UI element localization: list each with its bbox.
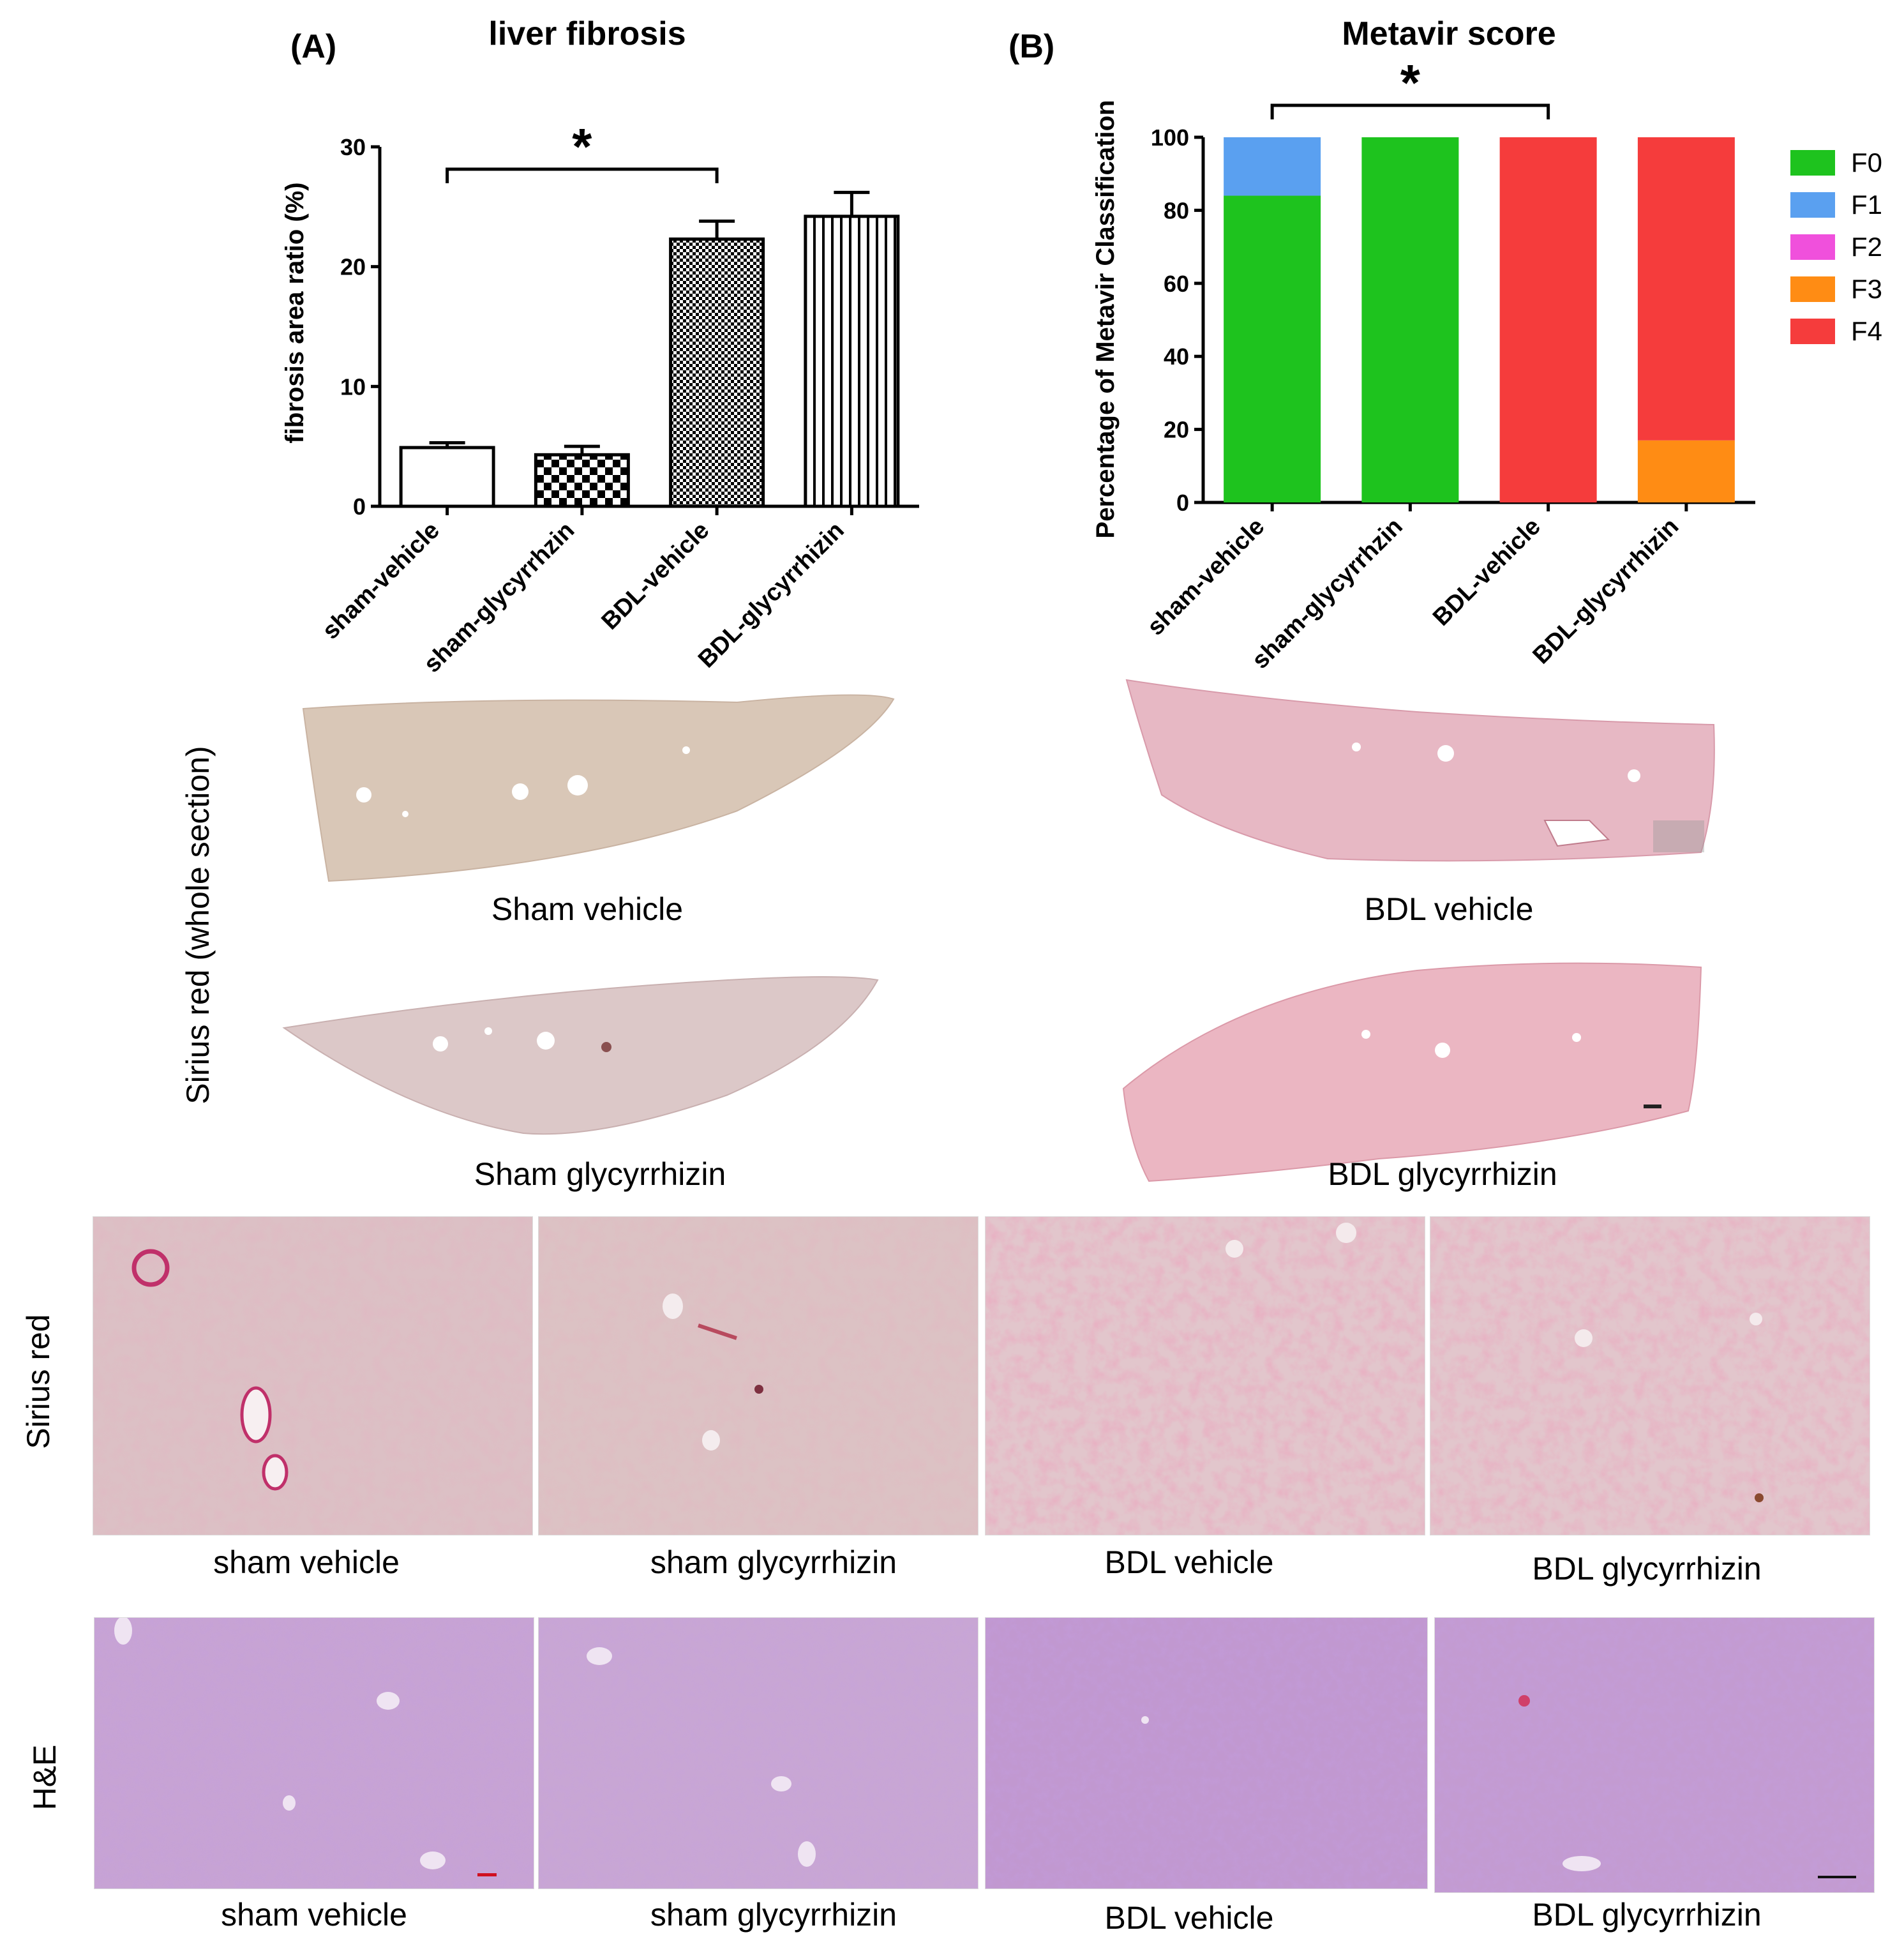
caption-whole-bdl-glycyrrhizin: BDL glycyrrhizin: [1328, 1156, 1557, 1192]
caption-sirius-sham-vehicle: sham vehicle: [213, 1544, 400, 1580]
tissue-sham-glycyrrhizin-whole: [282, 976, 879, 1135]
row-label-sirius-red: Sirius red: [20, 1314, 56, 1449]
panel-label-a: (A): [290, 28, 336, 65]
micrograph-he-sham-vehicle: [94, 1617, 534, 1889]
chart-b-xtick-label: BDL-glycyrrhizin: [1528, 513, 1684, 670]
micrograph-sirius-bdl-glycyrrhizin: [1430, 1216, 1870, 1535]
chart-b-ylabel: Percentage of Metavir Classification: [1091, 100, 1120, 539]
caption-whole-sham-glycyrrhizin: Sham glycyrrhizin: [474, 1156, 726, 1192]
legend-label-f3: F3: [1851, 274, 1882, 304]
segment-f4-bdl-vehicle: [1499, 137, 1597, 502]
chart-a-ytick-label: 30: [340, 134, 366, 160]
segment-f1-sham-vehicle: [1224, 137, 1321, 196]
caption-he-bdl-vehicle: BDL vehicle: [1104, 1900, 1274, 1936]
caption-sirius-bdl-vehicle: BDL vehicle: [1104, 1544, 1274, 1580]
caption-he-sham-glycyrrhizin: sham glycyrrhizin: [650, 1897, 897, 1933]
micrograph-sirius-sham-glycyrrhizin: [538, 1216, 978, 1535]
tissue-bdl-glycyrrhizin-whole: [1122, 962, 1702, 1182]
legend-swatch-f0: [1790, 150, 1835, 176]
chart-b-ytick-label: 0: [1176, 490, 1189, 516]
segment-f3-bdl-glycyrrhizin: [1637, 440, 1735, 502]
chart-b-ytick-label: 100: [1151, 124, 1189, 151]
chart-a-significance-bracket: [446, 167, 719, 183]
chart-b-title: Metavir score: [1342, 15, 1555, 52]
row-label-he: H&E: [27, 1744, 63, 1811]
legend-swatch-f1: [1790, 192, 1835, 218]
legend-swatch-f4: [1790, 319, 1835, 344]
legend-label-f0: F0: [1851, 147, 1882, 177]
chart-a-title: liver fibrosis: [488, 15, 686, 52]
chart-a-ylabel: fibrosis area ratio (%): [281, 182, 309, 443]
chart-a-significance-star: *: [572, 118, 592, 175]
caption-he-bdl-glycyrrhizin: BDL glycyrrhizin: [1532, 1897, 1762, 1933]
tissue-sham-vehicle-whole: [302, 694, 895, 882]
chart-b-xtick-label: BDL-vehicle: [1428, 513, 1546, 631]
chart-b-ytick-label: 20: [1164, 417, 1189, 443]
bar-bdl-glycyrrhizin: [804, 215, 900, 508]
chart-b-xtick-label: sham-vehicle: [1143, 513, 1270, 641]
micrograph-he-bdl-glycyrrhizin: [1434, 1617, 1875, 1893]
micrograph-he-sham-glycyrrhizin: [538, 1617, 978, 1889]
segment-f0-sham-glycyrrhzin: [1361, 137, 1459, 502]
tissue-bdl-vehicle-whole: [1125, 679, 1715, 862]
panel-label-b: (B): [1008, 28, 1054, 65]
chart-b-significance-star: *: [1400, 54, 1421, 111]
chart-b-significance-bracket: [1270, 103, 1550, 119]
caption-sirius-sham-glycyrrhizin: sham glycyrrhizin: [650, 1544, 897, 1580]
caption-whole-bdl-vehicle: BDL vehicle: [1364, 891, 1534, 927]
bar-sham-glycyrrhzin: [534, 453, 630, 508]
caption-sirius-bdl-glycyrrhizin: BDL glycyrrhizin: [1532, 1551, 1762, 1587]
micrograph-he-bdl-vehicle: [985, 1617, 1428, 1889]
chart-a-ytick-label: 10: [340, 373, 366, 400]
row-label-whole-section: Sirius red (whole section): [180, 746, 216, 1105]
caption-whole-sham-vehicle: Sham vehicle: [491, 891, 684, 927]
legend-swatch-f3: [1790, 276, 1835, 302]
legend-label-f4: F4: [1851, 316, 1882, 346]
micrograph-sirius-bdl-vehicle: [985, 1216, 1425, 1535]
chart-a-ytick-label: 0: [353, 494, 366, 520]
chart-b-ytick-label: 60: [1164, 271, 1189, 297]
micrograph-sirius-sham-vehicle: [93, 1216, 533, 1535]
legend-label-f2: F2: [1851, 232, 1882, 262]
legend-label-f1: F1: [1851, 190, 1882, 220]
chart-b-ytick-label: 40: [1164, 343, 1189, 370]
chart-b-xtick-label: sham-glycyrrhzin: [1247, 513, 1408, 674]
chart-a-ytick-label: 20: [340, 254, 366, 280]
chart-b-ytick-label: 80: [1164, 197, 1189, 223]
legend-swatch-f2: [1790, 234, 1835, 260]
caption-he-sham-vehicle: sham vehicle: [221, 1897, 407, 1933]
segment-f4-bdl-glycyrrhizin: [1637, 137, 1735, 441]
segment-f0-sham-vehicle: [1224, 195, 1321, 502]
